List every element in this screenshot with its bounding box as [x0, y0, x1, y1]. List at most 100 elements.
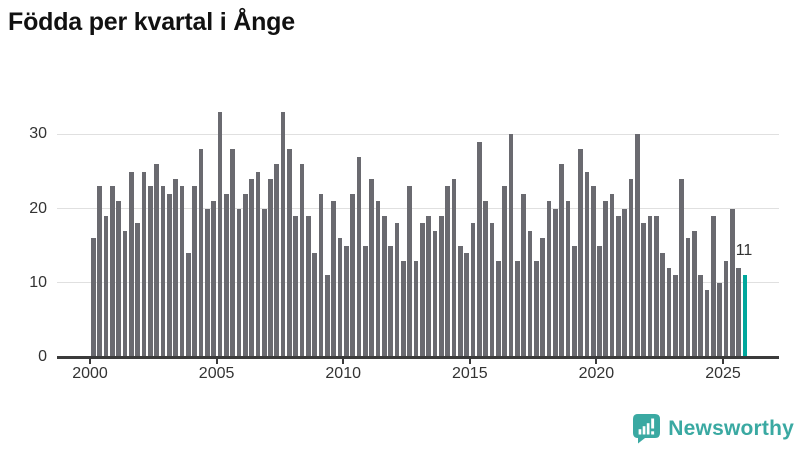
bar	[166, 193, 172, 357]
bar	[420, 223, 425, 357]
bar	[635, 134, 640, 357]
bar	[445, 186, 450, 357]
bar	[109, 186, 115, 357]
bar	[350, 193, 356, 357]
bar	[578, 149, 583, 357]
bar	[483, 201, 488, 357]
bar	[730, 208, 735, 357]
x-axis-tick-2005	[215, 358, 218, 364]
bar	[141, 171, 147, 357]
x-axis-label: 2015	[452, 365, 488, 382]
last-bar-value-label: 11	[735, 242, 753, 260]
bar	[521, 193, 526, 357]
newsworthy-icon	[632, 413, 661, 444]
bar	[584, 171, 590, 357]
bar	[299, 164, 305, 357]
bar	[261, 208, 267, 357]
bar	[438, 216, 444, 357]
bar	[426, 216, 432, 357]
bar	[666, 267, 672, 357]
x-axis-label: 2000	[72, 365, 108, 382]
bar	[135, 223, 140, 357]
bar-highlight-latest	[742, 275, 748, 357]
bar	[388, 245, 394, 357]
bar	[223, 193, 229, 357]
bar	[211, 201, 216, 357]
bar	[318, 193, 324, 357]
bar	[185, 253, 191, 357]
bar	[394, 223, 400, 357]
bar	[204, 208, 210, 357]
bar	[527, 230, 533, 357]
bar	[432, 230, 438, 357]
bar	[476, 141, 482, 357]
bar	[597, 245, 602, 357]
bar	[122, 230, 128, 357]
bar	[369, 178, 375, 357]
x-axis-tick-2020	[595, 358, 598, 364]
bar	[717, 282, 723, 357]
bar	[236, 208, 242, 357]
bar	[451, 178, 457, 357]
bar	[590, 186, 596, 357]
bar	[457, 245, 463, 357]
bar	[382, 216, 387, 357]
bar	[698, 275, 704, 357]
y-axis-label: 10	[29, 273, 47, 291]
bar	[533, 260, 539, 357]
bar	[552, 208, 558, 357]
bar	[546, 201, 552, 357]
bar	[603, 201, 609, 357]
bar	[401, 260, 406, 357]
x-axis-tick-2025	[722, 358, 724, 364]
bar	[344, 245, 349, 357]
bar	[356, 156, 362, 357]
brand-name: Newsworthy	[668, 416, 794, 440]
bar	[654, 216, 659, 357]
bar	[217, 112, 223, 357]
x-axis-label: 2010	[325, 365, 361, 382]
bar	[660, 253, 666, 357]
y-axis-label: 0	[38, 348, 47, 365]
bar	[679, 178, 685, 357]
bar	[280, 112, 286, 357]
bar	[647, 216, 653, 357]
bar	[736, 267, 742, 357]
bar	[711, 216, 716, 357]
bar	[489, 223, 495, 357]
bar	[628, 178, 634, 357]
bar	[103, 216, 109, 357]
x-axis-line	[57, 355, 779, 359]
bar	[91, 238, 96, 357]
gridline-30	[57, 133, 779, 135]
bar	[337, 238, 343, 357]
bar	[508, 134, 514, 357]
bar	[571, 245, 577, 357]
x-axis-label: 2005	[198, 365, 235, 382]
x-axis-tick-2015	[468, 358, 471, 364]
bar	[641, 223, 647, 357]
chart-title: Födda per kvartal i Ånge	[8, 8, 295, 36]
bar	[97, 186, 103, 357]
bar	[179, 186, 185, 357]
bar	[502, 186, 507, 357]
bar	[723, 260, 729, 357]
bar	[173, 178, 178, 357]
bar	[192, 186, 197, 357]
bar	[673, 275, 678, 357]
x-axis-tick-2010	[342, 358, 345, 364]
x-axis-tick-2000	[89, 358, 91, 364]
bar	[128, 171, 134, 357]
bar	[704, 290, 710, 357]
bar	[242, 193, 248, 357]
bar	[470, 223, 476, 357]
bar	[565, 201, 571, 357]
bar	[331, 201, 337, 357]
bar	[230, 149, 235, 357]
bar	[407, 186, 413, 357]
newsworthy-logo[interactable]: Newsworthy	[632, 413, 794, 444]
bar	[616, 216, 621, 357]
y-axis-label: 20	[29, 199, 47, 217]
bar	[559, 164, 564, 357]
bar	[609, 193, 615, 357]
